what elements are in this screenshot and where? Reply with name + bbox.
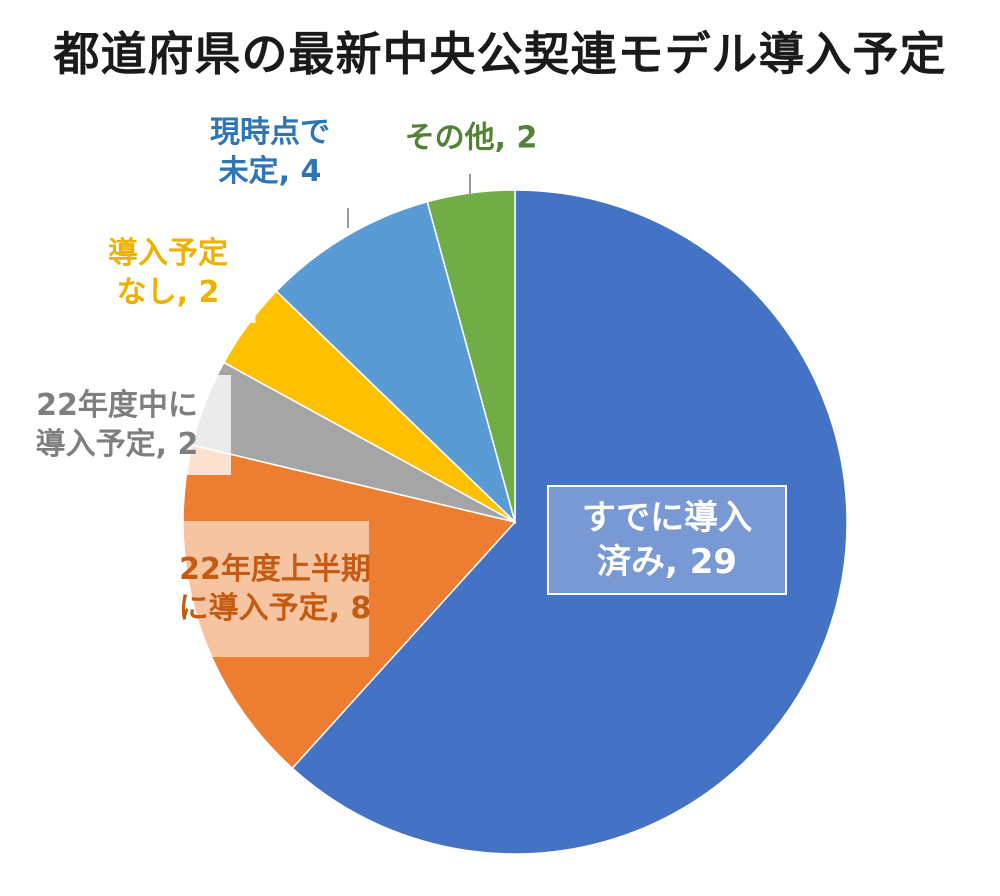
slice-label-5: その他, 2 xyxy=(405,121,538,156)
slice-label-box-1 xyxy=(181,521,369,657)
slice-label-line-0-0: すでに導入 xyxy=(582,498,752,538)
pie-slice-0 xyxy=(291,189,848,855)
slice-label-line-2-0: 22年度中に xyxy=(36,388,198,423)
slice-label-box-2 xyxy=(3,375,231,475)
slice-label-box-0 xyxy=(547,485,787,595)
slice-label-line-4-0: 現時点で xyxy=(210,115,330,150)
slice-label-line-1-1: に導入予定, 8 xyxy=(179,591,372,626)
pie-slice-4 xyxy=(275,200,517,525)
slice-label-line-3-0: 導入予定 xyxy=(108,236,228,271)
slice-label-line-1-0: 22年度上半期 xyxy=(179,552,371,587)
slice-label-line-4-1: 未定, 4 xyxy=(219,154,322,189)
slice-label-box-3 xyxy=(80,223,256,323)
slice-label-line-2-1: 導入予定, 2 xyxy=(36,427,199,462)
slice-label-line-0-1: 済み, 29 xyxy=(597,542,737,582)
slice-label-line-5-0: その他, 2 xyxy=(405,121,538,156)
chart-title: 都道府県の最新中央公契連モデル導入予定 xyxy=(53,27,947,81)
slice-label-line-3-1: なし, 2 xyxy=(117,275,220,310)
